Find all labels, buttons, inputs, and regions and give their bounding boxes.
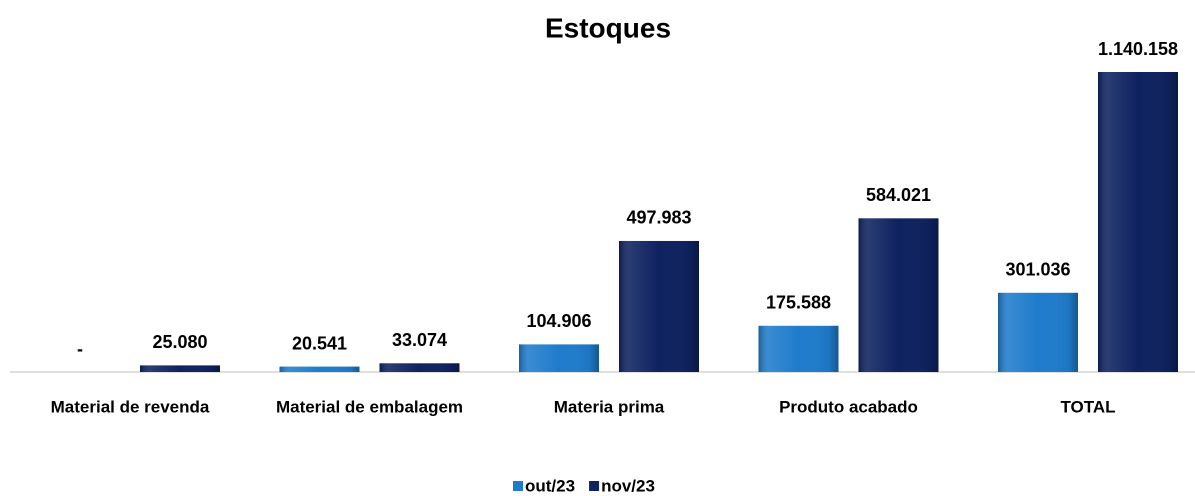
data-label: 20.541 — [292, 333, 347, 353]
data-label: 175.588 — [766, 293, 831, 313]
data-label: 104.906 — [526, 311, 591, 331]
chart-title: Estoques — [545, 12, 671, 43]
legend-label: nov/23 — [601, 476, 655, 495]
bar — [279, 366, 360, 372]
bar — [140, 365, 220, 372]
data-label: - — [77, 339, 83, 359]
legend-label: out/23 — [525, 476, 575, 495]
x-tick-label: Materia prima — [554, 397, 665, 416]
data-label: 301.036 — [1005, 260, 1070, 280]
legend-swatch — [589, 481, 600, 491]
bar — [379, 363, 460, 372]
bar — [758, 325, 839, 372]
data-label: 25.080 — [152, 332, 207, 352]
data-label: 33.074 — [392, 330, 447, 350]
x-tick-label: Produto acabado — [779, 397, 918, 416]
legend-swatch — [513, 481, 523, 491]
bar — [519, 344, 599, 372]
x-tick-label: TOTAL — [1060, 397, 1115, 416]
x-tick-label: Material de embalagem — [276, 397, 463, 416]
data-label: 584.021 — [866, 185, 931, 205]
bar — [619, 240, 699, 372]
bar — [1098, 72, 1178, 372]
x-tick-label: Material de revenda — [51, 397, 210, 416]
bar — [858, 218, 939, 372]
data-label: 497.983 — [626, 208, 691, 228]
bar — [998, 292, 1078, 372]
data-label: 1.140.158 — [1098, 39, 1178, 59]
